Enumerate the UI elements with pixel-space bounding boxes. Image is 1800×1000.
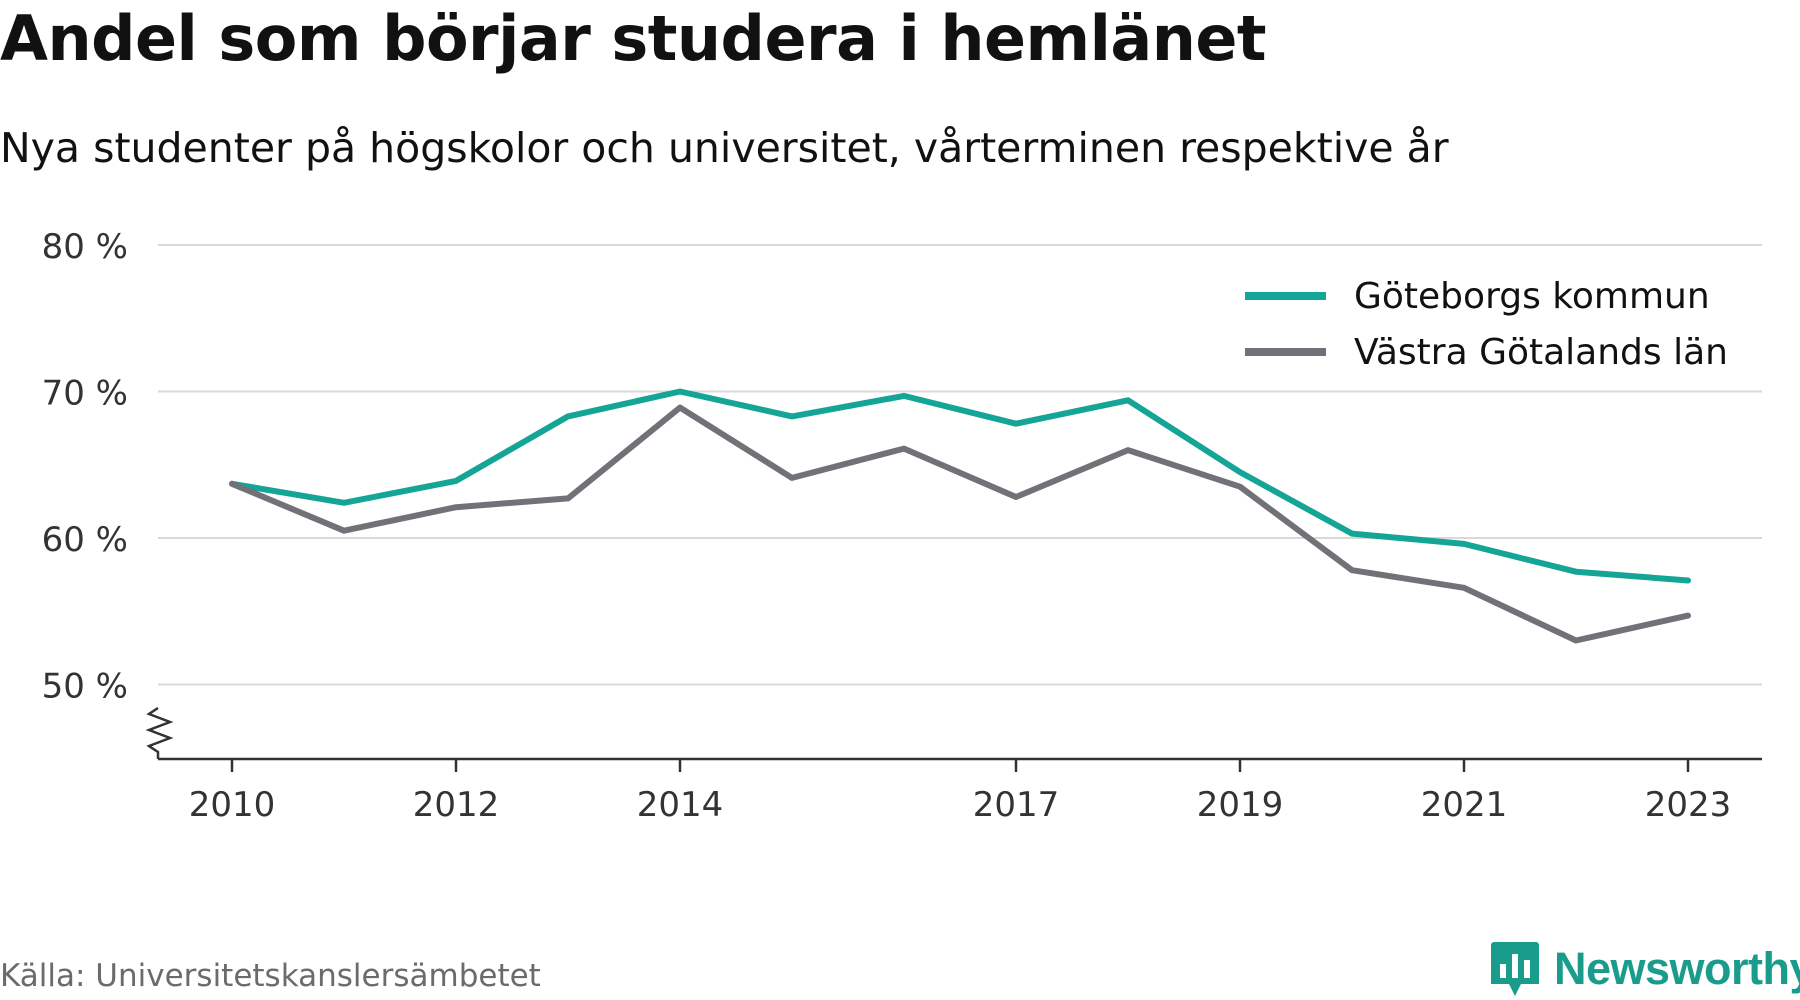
y-tick-label-50: 50 % [42, 667, 128, 707]
legend-label-1: Västra Götalands län [1354, 332, 1728, 373]
series-line-0 [229, 388, 1691, 584]
axis-layer: 50 % 60 % 70 % 80 % 2010 2012 2014 2017 2019 2021… [42, 227, 1762, 825]
legend: Göteborgs kommun Västra Götalands län [1240, 262, 1734, 390]
x-tick-label-2017: 2017 [973, 785, 1060, 825]
x-tick-label-2023: 2023 [1645, 785, 1732, 825]
y-axis-break-icon [145, 706, 174, 759]
x-tick-label-2012: 2012 [413, 785, 500, 825]
grid-layer [158, 244, 1762, 686]
source-note: Källa: Universitetskanslersämbetet [0, 958, 541, 994]
x-tick-label-2014: 2014 [637, 785, 724, 825]
y-tick-label-70: 70 % [42, 374, 128, 414]
y-tick-label-80: 80 % [42, 227, 128, 267]
legend-background [1240, 262, 1734, 390]
x-tick-label-2010: 2010 [189, 785, 276, 825]
series-line-1 [229, 404, 1691, 644]
newsworthy-logo-icon [1491, 942, 1539, 996]
x-tick-label-2019: 2019 [1197, 785, 1284, 825]
legend-label-0: Göteborgs kommun [1354, 276, 1710, 317]
brand-name: Newsworthy [1554, 943, 1800, 994]
series-layer [229, 388, 1691, 644]
y-tick-label-60: 60 % [42, 520, 128, 560]
chart-subtitle: Nya studenter på högskolor och universit… [0, 124, 1449, 172]
newsworthy-logo: Newsworthy [1490, 940, 1800, 998]
x-tick-label-2021: 2021 [1421, 785, 1508, 825]
chart-title: Andel som börjar studera i hemlänet [0, 2, 1267, 75]
